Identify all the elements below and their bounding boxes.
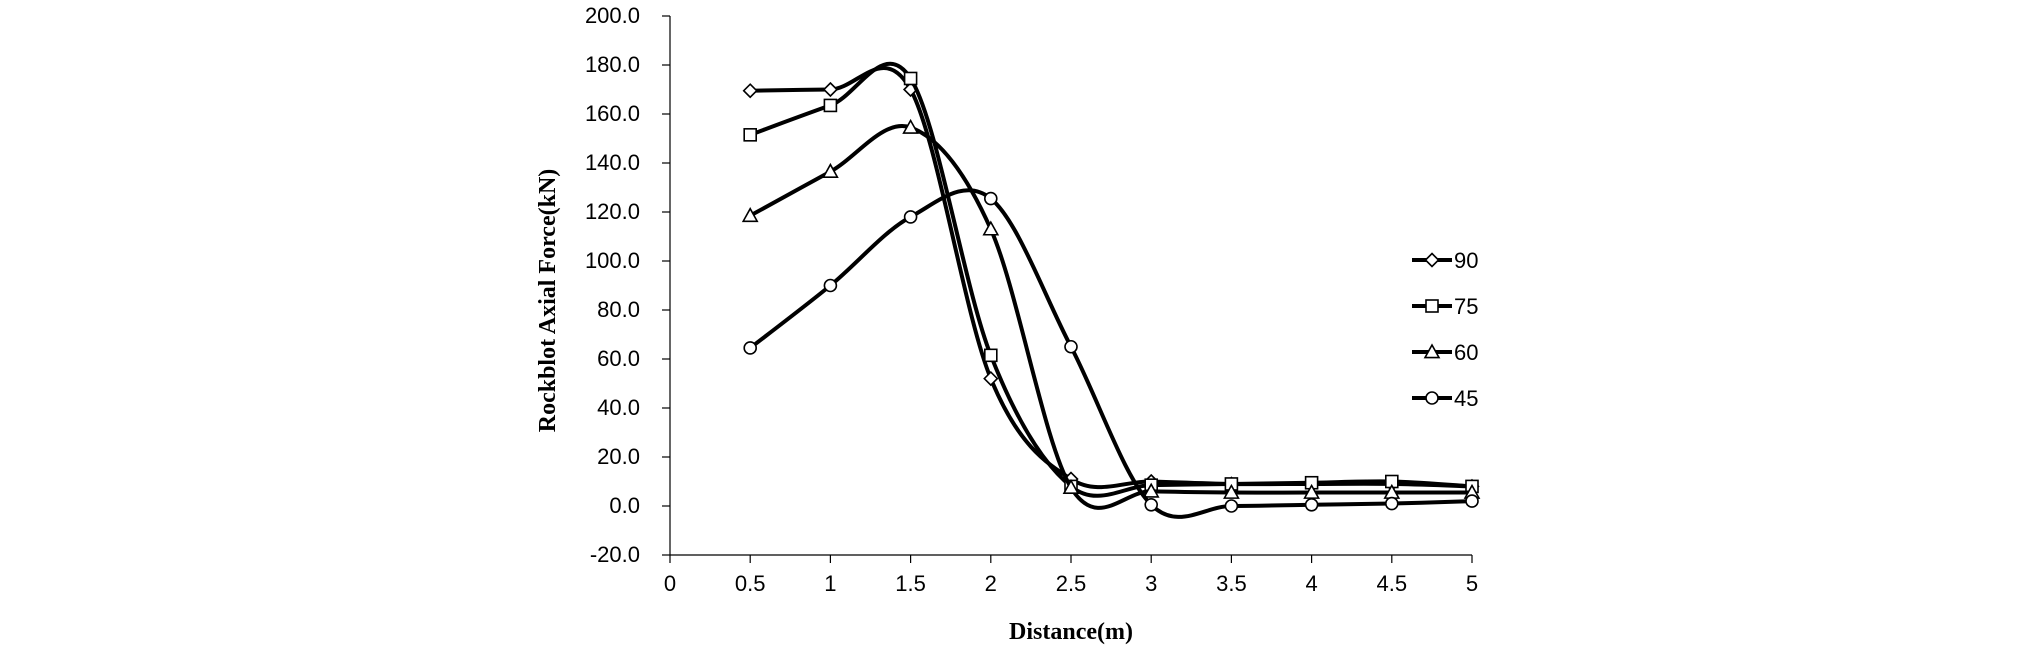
data-point-triangle (822, 162, 839, 178)
x-tick-label: 5 (1466, 571, 1478, 596)
y-tick-label: 40.0 (597, 395, 640, 420)
data-point-triangle (741, 207, 759, 223)
x-tick-label: 0.5 (735, 571, 766, 596)
x-tick-label: 1 (824, 571, 836, 596)
data-point-triangle (902, 118, 919, 134)
legend-label: 45 (1454, 386, 1478, 411)
series-line-60 (748, 124, 1474, 510)
data-point-triangle (1062, 478, 1080, 495)
legend-label: 60 (1454, 340, 1478, 365)
y-tick-label: 80.0 (597, 297, 640, 322)
data-point-circle (1385, 496, 1399, 511)
legend-marker-triangle (1423, 343, 1441, 359)
data-point-circle (903, 210, 918, 224)
legend-marker-circle (1425, 391, 1439, 405)
data-point-triangle (1223, 483, 1240, 499)
x-tick-label: 2.5 (1056, 571, 1087, 596)
data-point-square (983, 348, 998, 363)
legend-label: 90 (1454, 248, 1478, 273)
data-point-circle (1144, 497, 1158, 512)
x-tick-label: 4 (1305, 571, 1317, 596)
data-point-circle (983, 191, 998, 206)
legend-marker-square (1425, 299, 1439, 313)
data-point-circle (1064, 339, 1078, 354)
y-tick-label: 120.0 (585, 199, 640, 224)
y-tick-label: 0.0 (609, 493, 640, 518)
legend-marker-diamond (1424, 252, 1440, 268)
data-point-diamond (983, 370, 999, 387)
data-point-circle (1224, 499, 1239, 513)
y-tick-label: 200.0 (585, 3, 640, 28)
y-tick-label: -20.0 (590, 542, 640, 567)
x-tick-label: 3 (1145, 571, 1157, 596)
legend: 90 75 60 45 (1412, 248, 1478, 411)
x-tick-label: 4.5 (1377, 571, 1408, 596)
legend-item-90: 90 (1412, 248, 1478, 273)
data-point-circle (743, 341, 758, 355)
legend-item-60: 60 (1412, 340, 1478, 365)
series-60 (741, 118, 1481, 510)
data-point-square (823, 98, 838, 113)
x-tick-label: 3.5 (1216, 571, 1247, 596)
data-point-triangle (982, 220, 1000, 236)
y-tick-label: 20.0 (597, 444, 640, 469)
legend-item-75: 75 (1412, 294, 1478, 319)
x-tick-label: 0 (664, 571, 676, 596)
data-point-circle (823, 278, 838, 293)
plot-area (741, 61, 1481, 519)
data-point-square (903, 71, 918, 86)
x-tick-label: 1.5 (895, 571, 926, 596)
y-tick-label: 160.0 (585, 101, 640, 126)
y-tick-label: 140.0 (585, 150, 640, 175)
y-axis-title: Rockblot Axial Force(kN) (535, 169, 561, 433)
series-line-90 (748, 66, 1474, 490)
y-tick-label: 180.0 (585, 52, 640, 77)
series-90 (742, 66, 1480, 495)
data-point-diamond (742, 83, 758, 99)
data-point-square (743, 128, 758, 142)
data-point-circle (1304, 497, 1319, 512)
series-line-75 (748, 61, 1474, 498)
y-tick-label: 60.0 (597, 346, 640, 371)
axes: -20.0 0.0 20.0 40.0 60.0 80.0 100.0 120.0 140.0 1… (585, 3, 1478, 596)
data-point-circle (1465, 494, 1479, 508)
data-point-triangle (1142, 482, 1160, 498)
series-line-45 (748, 188, 1474, 519)
legend-label: 75 (1454, 294, 1478, 319)
x-tick-label: 2 (985, 571, 997, 596)
data-point-diamond (822, 81, 839, 98)
series-45 (743, 188, 1479, 519)
y-tick-label: 100.0 (585, 248, 640, 273)
x-axis-title: Distance(m) (1009, 619, 1133, 645)
legend-item-45: 45 (1412, 386, 1478, 411)
